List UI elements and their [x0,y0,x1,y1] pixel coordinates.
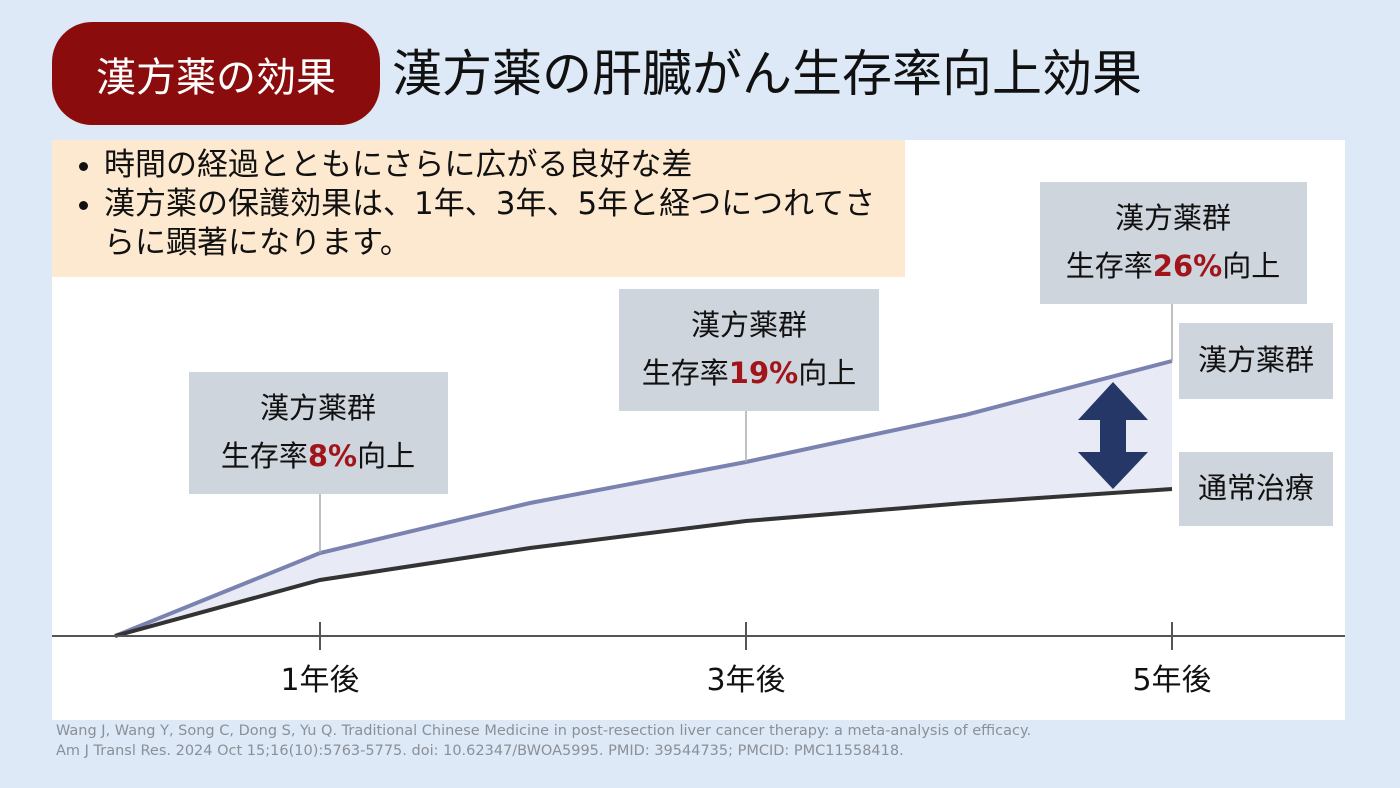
citation: Wang J, Wang Y, Song C, Dong S, Yu Q. Tr… [56,723,1032,739]
annotation-group: 漢方薬群 [1115,201,1231,235]
standard-line [114,487,1173,638]
double-arrow [1078,382,1148,489]
annotation-box [1040,182,1307,304]
kampo-line [114,359,1173,638]
annotation-box [189,372,448,494]
leader-lines [319,304,1173,553]
bullet: 漢方薬の保護効果は、1年、3年、5年と経つにつれてさらに顕著になります。 [104,185,885,263]
citation: Am J Transl Res. 2024 Oct 15;16(10):5763… [56,743,904,759]
x-label: 5年後 [1132,663,1211,698]
legend-label: 通常治療 [1198,471,1314,505]
annotation-box [619,289,879,411]
ticks [319,622,1173,650]
annotation-text: 生存率8%向上 [221,439,415,473]
annotation-text: 生存率26%向上 [1066,249,1280,283]
legend-box [1179,323,1333,399]
annotation-group: 漢方薬群 [691,308,807,342]
x-label: 1年後 [280,663,359,698]
badge: 漢方薬の効果 [52,22,380,125]
title: 漢方薬の肝臓がん生存率向上効果 [392,45,1142,103]
bullet: 時間の経過とともにさらに広がる良好な差 [104,146,885,185]
annotation-text: 生存率19%向上 [642,356,856,390]
legend-label: 漢方薬群 [1198,343,1314,377]
annotation-group: 漢方薬群 [260,391,376,425]
x-label: 3年後 [706,663,785,698]
bullet-box: 時間の経過とともにさらに広がる良好な差 漢方薬の保護効果は、1年、3年、5年と経… [52,140,905,277]
legend-box [1179,452,1333,526]
gap-area [115,361,1172,636]
